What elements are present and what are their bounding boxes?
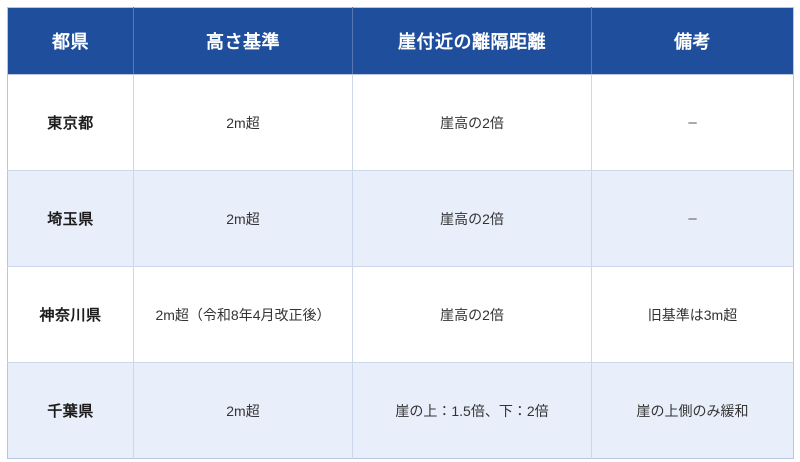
cell-dist: 崖高の2倍 <box>352 74 592 171</box>
cell-dist: 崖高の2倍 <box>352 266 592 363</box>
cell-height: 2m超（令和8年4月改正後） <box>133 266 353 363</box>
column-header-note: 備考 <box>591 7 794 75</box>
cell-pref: 埼玉県 <box>7 170 134 267</box>
cell-dist: 崖高の2倍 <box>352 170 592 267</box>
table-row: 千葉県 2m超 崖の上：1.5倍、下：2倍 崖の上側のみ緩和 <box>7 362 794 459</box>
cell-note: 崖の上側のみ緩和 <box>591 362 794 459</box>
table-row: 埼玉県 2m超 崖高の2倍 – <box>7 170 794 267</box>
table-row: 東京都 2m超 崖高の2倍 – <box>7 74 794 171</box>
column-header-height: 高さ基準 <box>133 7 353 75</box>
cell-pref: 千葉県 <box>7 362 134 459</box>
table-header-row: 都県 高さ基準 崖付近の離隔距離 備考 <box>7 7 794 75</box>
cell-note: 旧基準は3m超 <box>591 266 794 363</box>
cell-pref: 東京都 <box>7 74 134 171</box>
column-header-dist: 崖付近の離隔距離 <box>352 7 592 75</box>
column-header-pref: 都県 <box>7 7 134 75</box>
cell-height: 2m超 <box>133 74 353 171</box>
table-body: 東京都 2m超 崖高の2倍 – 埼玉県 2m超 崖高の2倍 – 神奈川県 2m超… <box>7 74 794 459</box>
comparison-table: 都県 高さ基準 崖付近の離隔距離 備考 東京都 2m超 崖高の2倍 – 埼玉県 … <box>7 7 794 459</box>
cell-height: 2m超 <box>133 170 353 267</box>
cell-note: – <box>591 170 794 267</box>
table-header: 都県 高さ基準 崖付近の離隔距離 備考 <box>7 7 794 75</box>
cell-note: – <box>591 74 794 171</box>
cell-height: 2m超 <box>133 362 353 459</box>
cell-dist: 崖の上：1.5倍、下：2倍 <box>352 362 592 459</box>
table-row: 神奈川県 2m超（令和8年4月改正後） 崖高の2倍 旧基準は3m超 <box>7 266 794 363</box>
cell-pref: 神奈川県 <box>7 266 134 363</box>
